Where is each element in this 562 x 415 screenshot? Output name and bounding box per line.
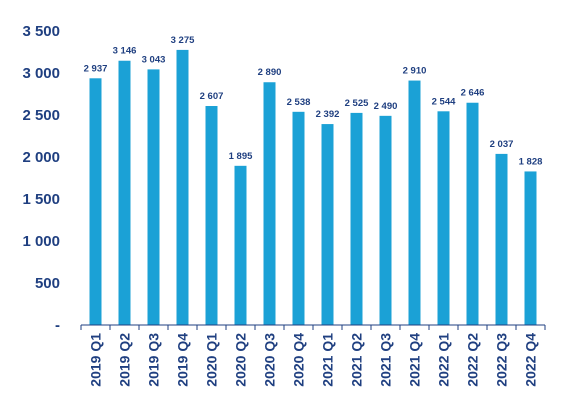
x-tick-label: 2019 Q1: [88, 333, 104, 387]
y-tick-label: 3 500: [22, 23, 60, 40]
data-label: 1 828: [519, 156, 543, 167]
x-tick-label: 2020 Q4: [291, 333, 307, 387]
bar: [524, 171, 537, 325]
data-label: 3 146: [113, 46, 137, 57]
data-label: 2 490: [374, 101, 398, 112]
data-label: 2 392: [316, 109, 340, 120]
bar: [379, 115, 392, 325]
bar: [495, 153, 508, 325]
y-tick-label: 3 000: [22, 65, 60, 82]
y-tick-label: 1 000: [22, 233, 60, 250]
data-label: 3 275: [171, 35, 195, 46]
bar: [466, 102, 479, 326]
y-axis: - 500 1 000 1 500 2 000 2 500 3 000 3 500: [22, 23, 60, 334]
x-tick-label: 2020 Q3: [262, 333, 278, 387]
y-tick-label: 500: [35, 275, 60, 292]
x-tick-label: 2019 Q3: [146, 333, 162, 387]
data-label: 1 895: [229, 151, 253, 162]
x-axis: 2019 Q1 2019 Q2 2019 Q3 2019 Q4 2020 Q1 2020 …: [80, 325, 546, 387]
x-tick-label: 2020 Q2: [233, 333, 249, 387]
data-label: 2 937: [84, 63, 108, 74]
data-label: 2 544: [432, 96, 456, 107]
y-tick-label: 2 000: [22, 149, 60, 166]
bar: [176, 49, 189, 326]
data-label: 2 525: [345, 98, 369, 109]
bar: [408, 80, 421, 325]
bar: [292, 111, 305, 325]
data-label: 2 890: [258, 67, 282, 78]
data-label: 2 037: [490, 139, 514, 150]
x-tick-label: 2022 Q3: [494, 333, 510, 387]
y-tick-label: -: [55, 317, 60, 334]
data-label: 2 910: [403, 66, 427, 77]
x-tick-label: 2021 Q1: [320, 333, 336, 387]
x-tick-label: 2022 Q2: [465, 333, 481, 387]
data-label: 3 043: [142, 54, 166, 65]
bar: [89, 78, 102, 326]
bar: [263, 82, 276, 326]
x-tick-label: 2020 Q1: [204, 333, 220, 387]
bar: [321, 124, 334, 326]
bar: [437, 111, 450, 325]
bar: [147, 69, 160, 325]
bar: [350, 112, 363, 326]
x-tick-label: 2021 Q4: [407, 333, 423, 387]
bar: [118, 60, 131, 326]
bars: [89, 49, 537, 326]
x-tick-label: 2021 Q3: [378, 333, 394, 387]
data-label: 2 607: [200, 91, 224, 102]
data-label: 2 646: [461, 88, 485, 99]
x-tick-label: 2022 Q1: [436, 333, 452, 387]
data-label: 2 538: [287, 97, 311, 108]
x-tick-label: 2021 Q2: [349, 333, 365, 387]
y-tick-label: 2 500: [22, 107, 60, 124]
x-tick-label: 2019 Q4: [175, 333, 191, 387]
bar: [205, 106, 218, 326]
data-labels: 2 937 3 146 3 043 3 275 2 607 1 895 2 890 2 538…: [84, 35, 543, 168]
bar: [234, 165, 247, 325]
x-tick-label: 2019 Q2: [117, 333, 133, 387]
x-tick-label: 2022 Q4: [523, 333, 539, 387]
y-tick-label: 1 500: [22, 191, 60, 208]
